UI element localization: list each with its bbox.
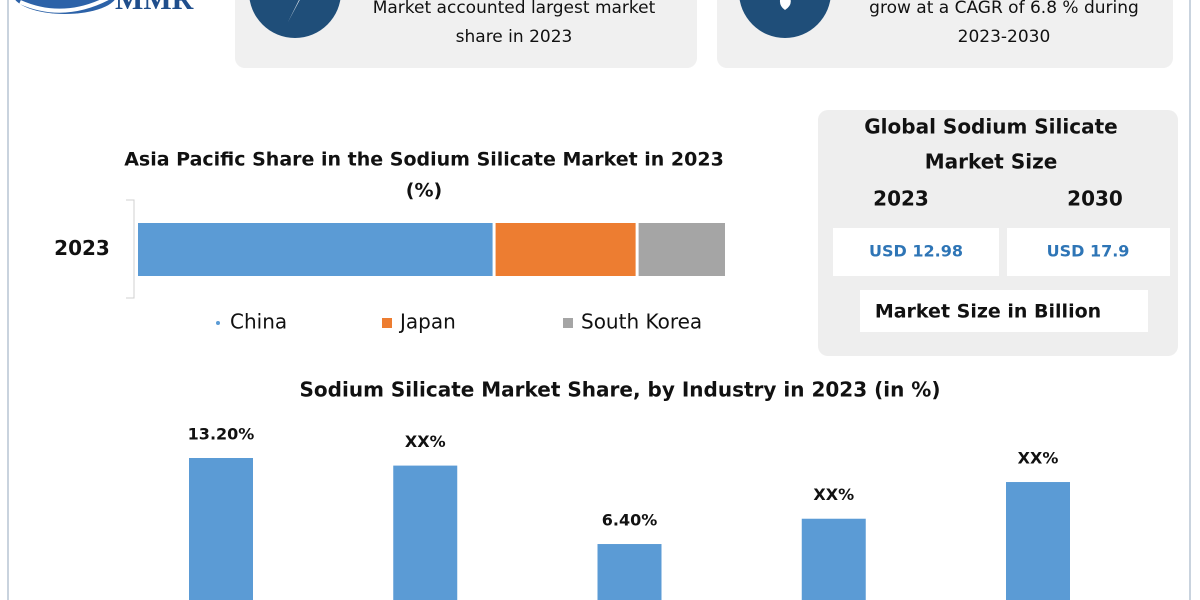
legend-label: Japan [398,310,456,334]
year-label: 2023 [873,187,929,211]
bar [393,465,458,600]
bar-segment [138,223,493,276]
year-label: 2030 [1067,187,1123,211]
icon-glyph [780,0,791,10]
bar [189,458,253,600]
value-label: XX% [813,485,854,504]
market-value: USD 12.98 [869,242,963,261]
market-value: USD 17.9 [1047,242,1130,261]
chart-title: Sodium Silicate Market Share, by Industr… [300,378,941,402]
info-card [717,0,1173,68]
value-label: 6.40% [602,511,658,530]
card-text: Market accounted largest market [373,0,656,18]
category-label: 2023 [54,236,110,260]
chart-title: Asia Pacific Share in the Sodium Silicat… [124,149,724,171]
info-card [235,0,697,68]
panel-title: Global Sodium Silicate [864,115,1117,139]
card-icon [249,0,341,38]
legend-label: China [230,310,287,334]
value-label: XX% [405,432,446,451]
icon-glyph [288,0,300,22]
bar [597,544,662,600]
bar [801,518,866,600]
value-label: 13.20% [188,425,255,444]
panel-title: Market Size [925,150,1058,174]
bar [1006,482,1070,600]
axis-bracket [126,199,135,299]
note-cell [860,290,1148,332]
legend-marker [382,318,392,328]
chart-title: (%) [406,180,442,202]
bar-segment [495,223,636,276]
value-cell [833,228,999,276]
logo-text: MMR [115,0,194,16]
card-text: share in 2023 [456,27,573,47]
bar-segment [638,223,725,276]
logo-swoosh [19,0,109,13]
card-icon [739,0,831,38]
card-text: grow at a CAGR of 6.8 % during [869,0,1139,18]
value-cell [1007,228,1170,276]
value-label: XX% [1018,449,1059,468]
legend-marker [563,318,573,328]
legend-marker [216,321,220,325]
card-text: 2023-2030 [958,27,1051,47]
unit-note: Market Size in Billion [875,301,1101,323]
legend-label: South Korea [581,310,702,334]
